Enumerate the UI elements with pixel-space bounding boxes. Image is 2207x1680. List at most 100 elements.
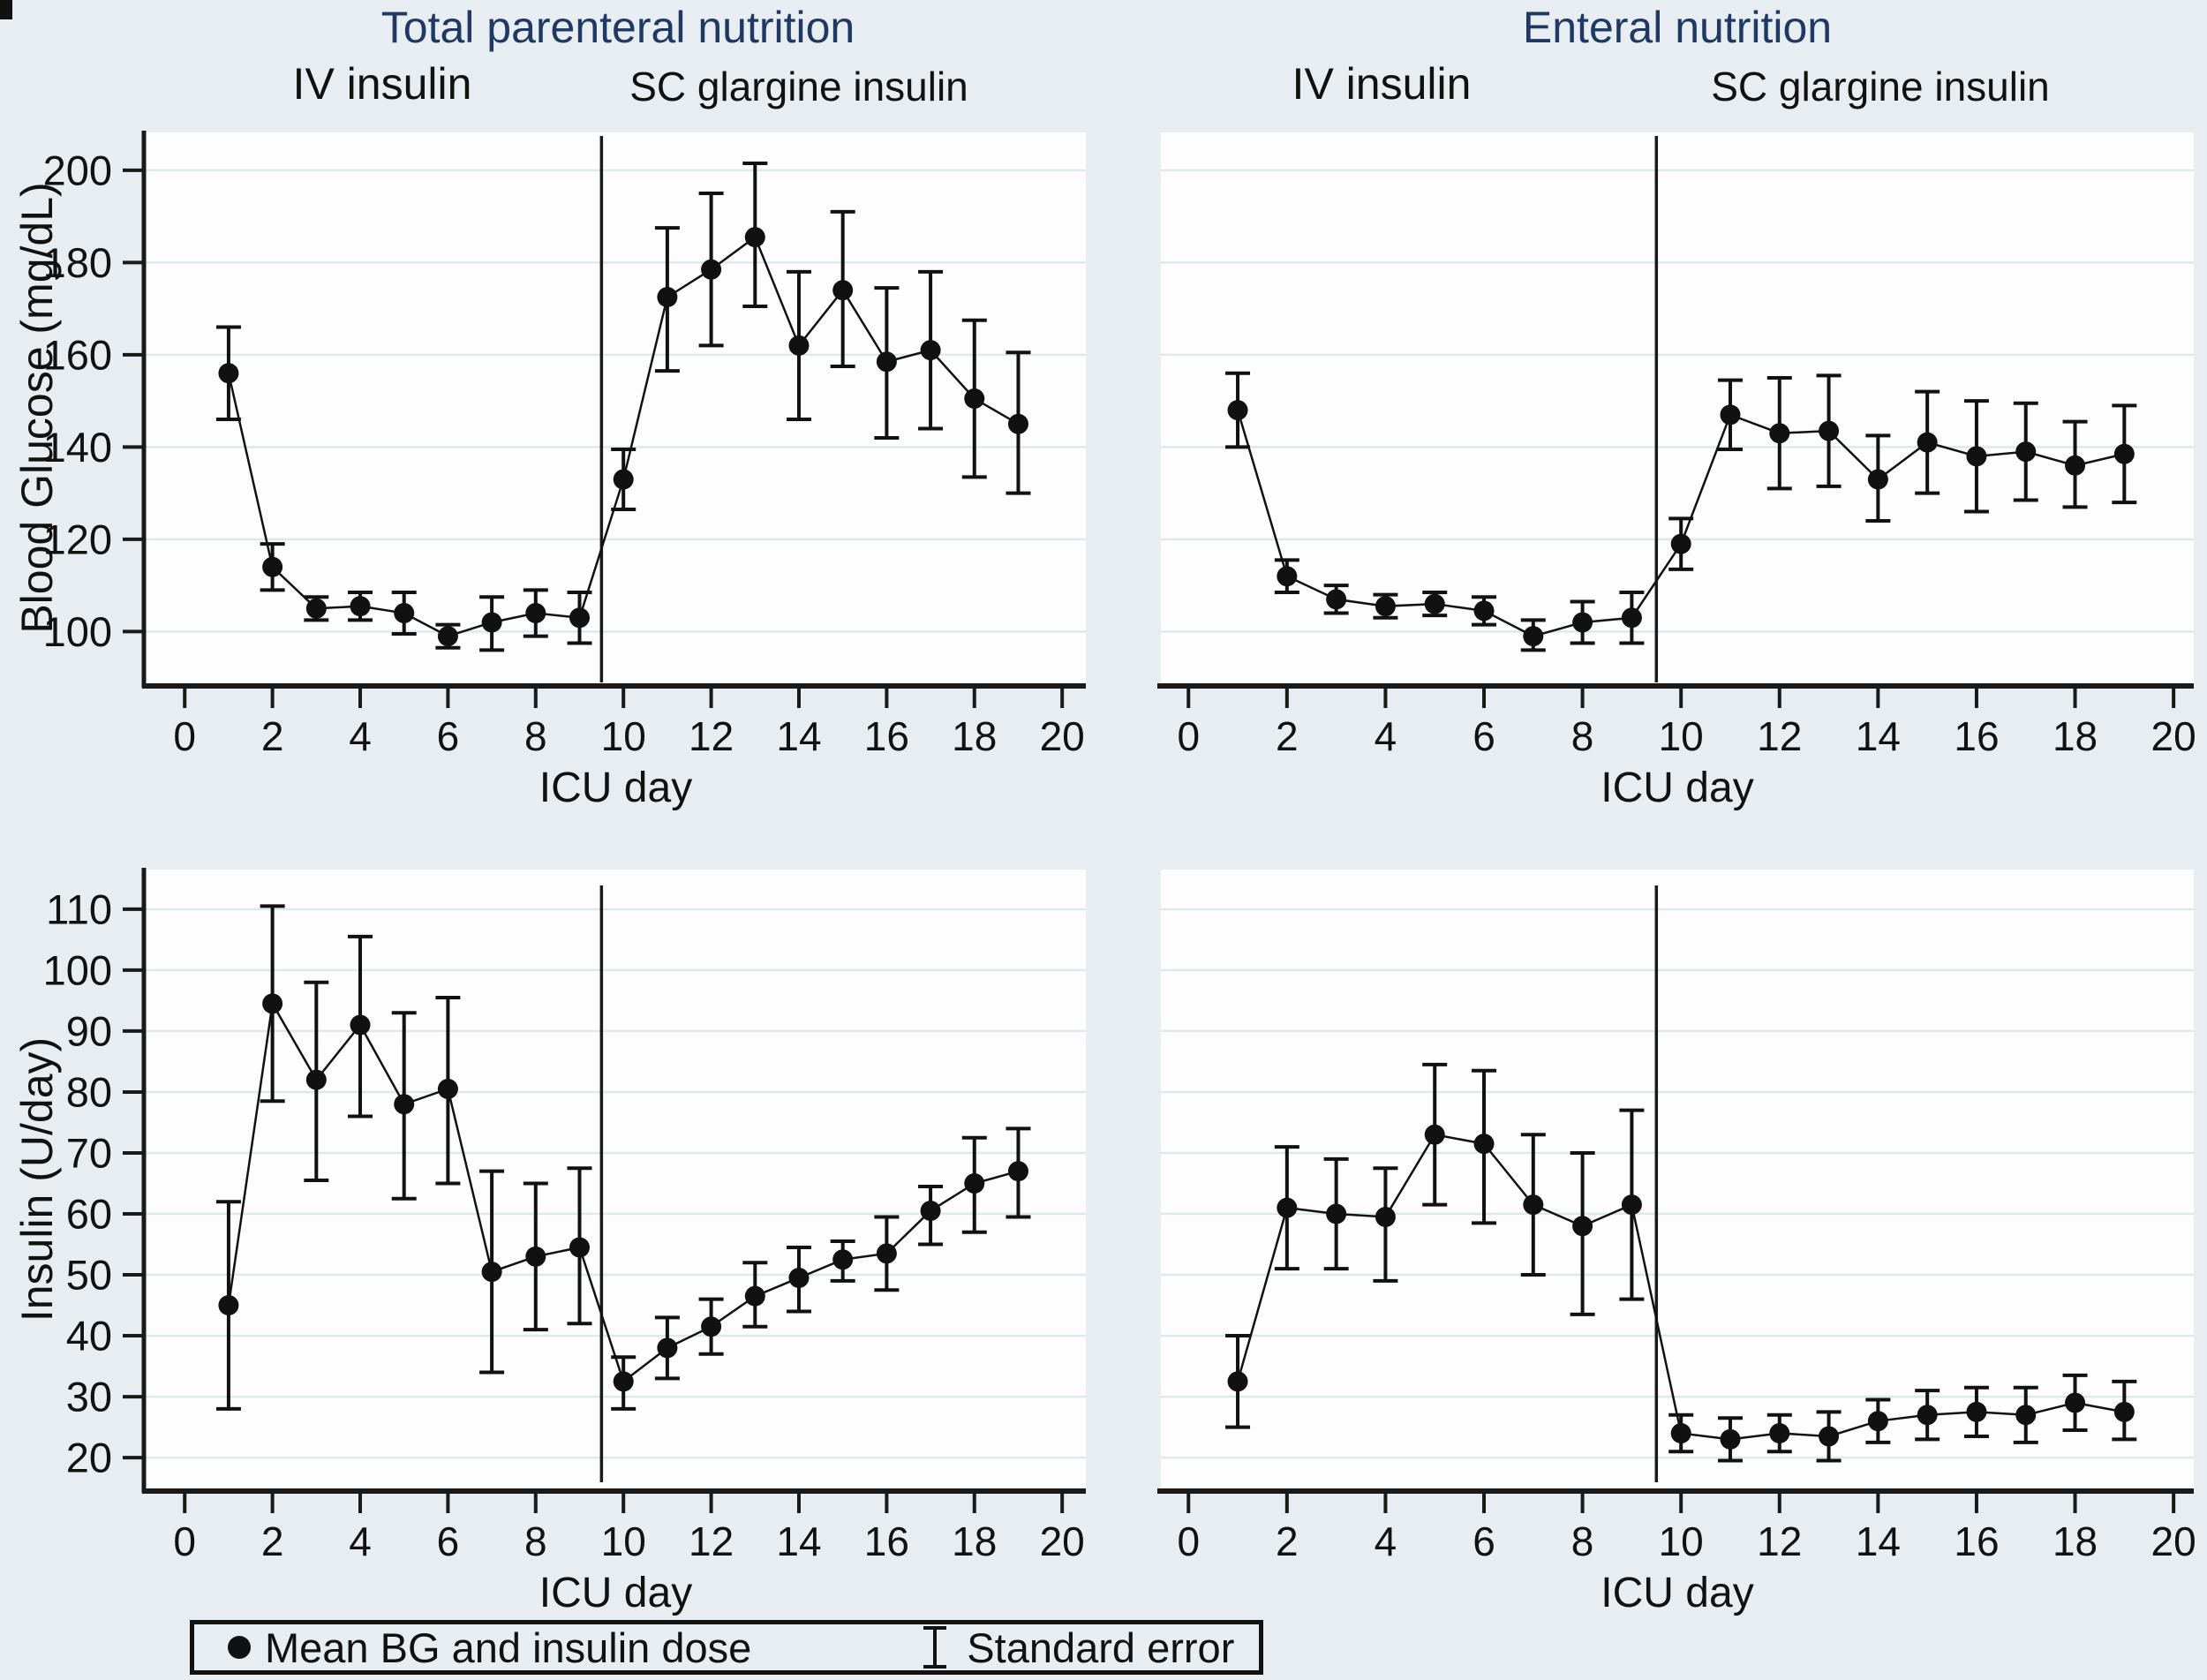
data-point [657, 1337, 678, 1359]
x-tick-label: 10 [601, 1518, 646, 1564]
data-point [1966, 446, 1987, 467]
x-tick-label: 14 [1856, 1518, 1901, 1564]
x-tick-label: 2 [1276, 1518, 1299, 1564]
data-point [2065, 455, 2086, 476]
data-point [701, 1316, 722, 1337]
x-tick-label: 12 [689, 1518, 734, 1564]
x-tick-label: 6 [1473, 713, 1495, 759]
x-tick-label: 18 [952, 713, 997, 759]
x-tick-label: 16 [864, 1518, 909, 1564]
data-point [569, 1237, 591, 1258]
data-point [964, 1172, 985, 1194]
data-point [525, 603, 546, 624]
data-point [1277, 566, 1298, 587]
data-point [744, 1285, 765, 1307]
phase-label-iv-insulin: IV insulin [293, 59, 472, 109]
data-point [525, 1246, 546, 1267]
data-point [657, 287, 678, 308]
data-point [1819, 420, 1840, 441]
y-tick-label: 40 [66, 1313, 112, 1360]
data-point [1424, 593, 1445, 614]
x-tick-label: 2 [1276, 713, 1299, 759]
data-point [1670, 1422, 1691, 1443]
data-point [394, 1094, 415, 1115]
data-point [569, 607, 591, 629]
x-tick-label: 0 [1177, 713, 1200, 759]
x-tick-label: 18 [2053, 713, 2098, 759]
data-point [876, 1243, 897, 1264]
y-tick-label: 30 [66, 1374, 112, 1420]
data-point [1523, 1194, 1544, 1216]
data-point [1917, 432, 1938, 453]
data-point [1917, 1405, 1938, 1426]
data-point [964, 388, 985, 410]
x-tick-label: 6 [1473, 1518, 1495, 1564]
x-tick-label: 6 [437, 1518, 460, 1564]
x-tick-label: 18 [2053, 1518, 2098, 1564]
x-tick-label: 4 [349, 713, 372, 759]
data-point [218, 363, 239, 384]
y-tick-label: 20 [66, 1435, 112, 1481]
y-tick-label: 70 [66, 1129, 112, 1176]
phase-label-sc-glargine-insulin: SC glargine insulin [629, 64, 968, 109]
data-point [1769, 423, 1790, 444]
x-tick-label: 12 [689, 713, 734, 759]
mean-marker-icon [228, 1636, 251, 1659]
y-axis-title-insulin: Insulin (U/day) [12, 1036, 62, 1322]
data-point [1375, 1206, 1396, 1227]
x-tick-label: 16 [864, 713, 909, 759]
data-point [744, 227, 765, 248]
phase-label-sc-glargine-insulin: SC glargine insulin [1711, 64, 2050, 109]
column-title-total-parenteral-nutrition: Total parenteral nutrition [380, 3, 855, 52]
data-point [788, 335, 810, 356]
plot-area-enteral-blood-glucose [1161, 132, 2194, 684]
data-point [305, 1069, 327, 1090]
data-point [1867, 469, 1888, 490]
x-tick-label: 14 [776, 1518, 821, 1564]
x-tick-label: 20 [2151, 713, 2196, 759]
x-tick-label: 0 [1177, 1518, 1200, 1564]
x-tick-label: 4 [1375, 1518, 1397, 1564]
data-point [437, 626, 458, 647]
data-point [437, 1078, 458, 1099]
data-point [1670, 533, 1691, 554]
data-point [1424, 1124, 1445, 1145]
data-point [350, 1014, 371, 1036]
y-tick-label: 200 [43, 147, 112, 193]
data-point [262, 556, 283, 577]
data-point [1326, 589, 1347, 610]
data-point [218, 1295, 239, 1316]
data-point [350, 596, 371, 617]
y-tick-label: 160 [43, 331, 112, 378]
data-point [1720, 404, 1741, 426]
data-point [1572, 612, 1593, 633]
x-tick-label: 18 [952, 1518, 997, 1564]
y-tick-label: 60 [66, 1190, 112, 1237]
y-tick-label: 90 [66, 1007, 112, 1054]
y-axis-title-blood-glucose: Blood Glucose (mg/dL) [12, 182, 62, 634]
data-point [2113, 1401, 2135, 1422]
x-tick-label: 14 [776, 713, 821, 759]
x-tick-label: 10 [601, 713, 646, 759]
data-point [1523, 626, 1544, 647]
data-point [613, 1371, 634, 1392]
data-point [1473, 600, 1495, 622]
data-point [832, 1249, 854, 1270]
x-tick-label: 14 [1856, 713, 1901, 759]
data-point [701, 259, 722, 280]
data-point [1227, 1371, 1248, 1392]
x-tick-label: 8 [524, 713, 547, 759]
y-tick-label: 110 [46, 885, 112, 932]
data-point [920, 1201, 941, 1222]
data-point [1326, 1203, 1347, 1224]
data-point [920, 340, 941, 361]
x-tick-label: 20 [1040, 1518, 1085, 1564]
x-tick-label: 0 [173, 713, 196, 759]
data-point [1769, 1422, 1790, 1443]
legend: Mean BG and insulin dose Standard error [190, 1620, 1263, 1675]
standard-error-icon [923, 1626, 947, 1669]
data-point [613, 469, 634, 490]
y-tick-label: 180 [43, 239, 112, 286]
y-tick-label: 140 [43, 424, 112, 471]
y-tick-label: 50 [66, 1251, 112, 1298]
